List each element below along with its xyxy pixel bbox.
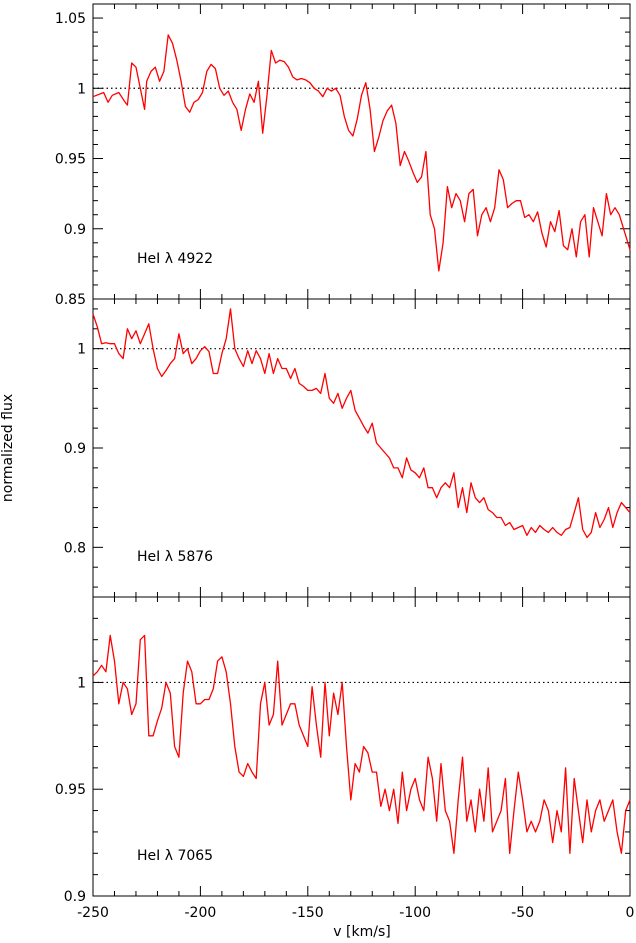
y-tick-label: 0.8 bbox=[64, 540, 86, 556]
panel-2: 0.8 0.9 1 HeI λ 5876 bbox=[64, 298, 631, 598]
panels: 0.85 0.9 0.95 1 1.05 HeI λ 4922 0.8 0.9 1 HeI λ 5… bbox=[55, 3, 635, 921]
y-tick-label: 0.85 bbox=[55, 292, 86, 308]
panel-label: HeI λ 4922 bbox=[137, 251, 213, 267]
panel-label: HeI λ 5876 bbox=[137, 549, 213, 565]
y-tick-label: 0.9 bbox=[64, 889, 86, 905]
x-axis-label: v [km/s] bbox=[333, 924, 390, 940]
y-tick-label: 0.95 bbox=[55, 782, 86, 798]
y-tick-label: 1 bbox=[77, 675, 86, 691]
x-tick-label: -50 bbox=[511, 905, 534, 921]
y-tick-label: 1.05 bbox=[55, 11, 86, 27]
x-tick-label: -200 bbox=[185, 905, 217, 921]
y-tick-label: 0.95 bbox=[55, 152, 86, 168]
series-line bbox=[92, 634, 631, 854]
y-tick-label: 0.9 bbox=[64, 441, 86, 457]
y-tick-label: 1 bbox=[77, 342, 86, 358]
panel-label: HeI λ 7065 bbox=[137, 848, 213, 864]
x-tick-label: -250 bbox=[77, 905, 109, 921]
series-line bbox=[92, 34, 631, 272]
x-tick-label: 0 bbox=[626, 905, 635, 921]
y-tick-label: 0.9 bbox=[64, 222, 86, 238]
panel-3: 0.9 0.95 1 -250 -200 -150 -100 -50 0 HeI λ 7065 bbox=[55, 596, 635, 921]
y-axis-label: normalized flux bbox=[0, 394, 16, 502]
x-tick-label: -150 bbox=[292, 905, 324, 921]
series-line bbox=[92, 308, 631, 539]
y-tick-label: 1 bbox=[77, 81, 86, 97]
x-tick-label: -100 bbox=[399, 905, 431, 921]
panel-1: 0.85 0.9 0.95 1 1.05 HeI λ 4922 bbox=[55, 3, 631, 308]
